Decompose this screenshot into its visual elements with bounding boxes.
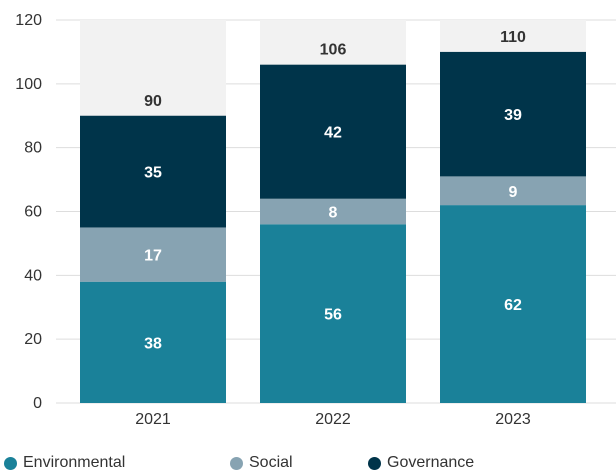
bar-segment-governance — [260, 64, 406, 199]
legend-swatch-governance — [368, 456, 381, 470]
legend-swatch-social — [230, 456, 243, 470]
legend-item-social[interactable]: Social — [230, 454, 293, 472]
data-label: 8 — [329, 205, 338, 222]
legend-label-governance: Governance — [387, 454, 475, 471]
data-label: 39 — [504, 107, 522, 124]
y-tick-label: 120 — [15, 12, 42, 29]
bar-segment-social — [440, 176, 586, 206]
bar-segment-environmental — [260, 224, 406, 403]
y-tick-label: 100 — [15, 76, 42, 93]
data-label: 42 — [324, 125, 342, 142]
data-label: 35 — [144, 165, 162, 182]
stacked-bar-chart: 0 20 40 60 80 100 120 2021 2022 2023 38 17 35 56 8 42… — [15, 12, 616, 428]
bar-segment-environmental — [80, 281, 226, 403]
total-label: 106 — [320, 42, 347, 59]
bar-segment-environmental — [440, 205, 586, 403]
data-label: 17 — [144, 248, 162, 265]
total-label: 110 — [500, 29, 526, 46]
legend-swatch-environmental — [4, 456, 17, 470]
legend: Environmental Social Governance — [4, 454, 616, 472]
legend-item-environmental[interactable]: Environmental — [4, 454, 125, 472]
legend-label-social: Social — [249, 454, 293, 471]
x-tick-label: 2021 — [135, 411, 171, 428]
bar-segments — [80, 51, 586, 403]
legend-label-environmental: Environmental — [23, 454, 126, 471]
total-label: 90 — [144, 93, 162, 110]
y-axis-tick-labels: 0 20 40 60 80 100 120 — [15, 12, 42, 412]
data-label: 56 — [324, 307, 342, 324]
x-axis-tick-labels: 2021 2022 2023 — [135, 411, 531, 428]
bar-segment-governance — [80, 115, 226, 228]
y-tick-label: 60 — [24, 204, 42, 221]
data-label: 9 — [509, 184, 518, 201]
legend-item-governance[interactable]: Governance — [368, 454, 474, 472]
y-tick-label: 40 — [24, 267, 42, 284]
x-tick-label: 2022 — [315, 411, 351, 428]
x-tick-label: 2023 — [495, 411, 531, 428]
bar-segment-social — [260, 198, 406, 225]
y-tick-label: 0 — [33, 395, 42, 412]
bar-segment-social — [80, 227, 226, 282]
data-labels: 38 17 35 56 8 42 62 9 39 — [144, 107, 522, 352]
total-labels: 90 106 110 — [144, 29, 526, 110]
data-label: 38 — [144, 335, 162, 352]
y-tick-label: 80 — [24, 140, 42, 157]
bar-segment-governance — [440, 51, 586, 177]
data-label: 62 — [504, 297, 522, 314]
y-tick-label: 20 — [24, 331, 42, 348]
